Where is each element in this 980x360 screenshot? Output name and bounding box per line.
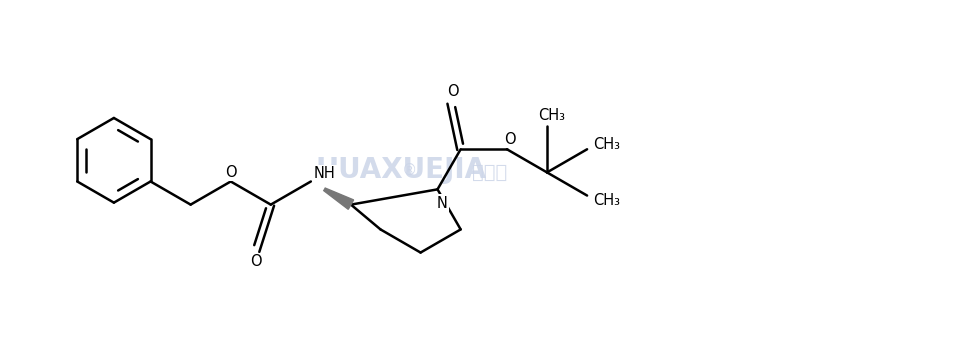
Text: CH₃: CH₃ <box>593 137 620 152</box>
Text: O: O <box>447 84 459 99</box>
Text: NH: NH <box>314 166 335 181</box>
Text: HUAXUEJIA: HUAXUEJIA <box>316 156 487 184</box>
Text: O: O <box>250 254 262 269</box>
Polygon shape <box>323 188 354 209</box>
Text: 化学加: 化学加 <box>472 163 508 182</box>
Text: CH₃: CH₃ <box>593 193 620 208</box>
Text: ®: ® <box>402 163 416 177</box>
Text: CH₃: CH₃ <box>538 108 565 123</box>
Text: O: O <box>224 165 236 180</box>
Text: O: O <box>504 132 515 147</box>
Text: N: N <box>437 195 448 211</box>
